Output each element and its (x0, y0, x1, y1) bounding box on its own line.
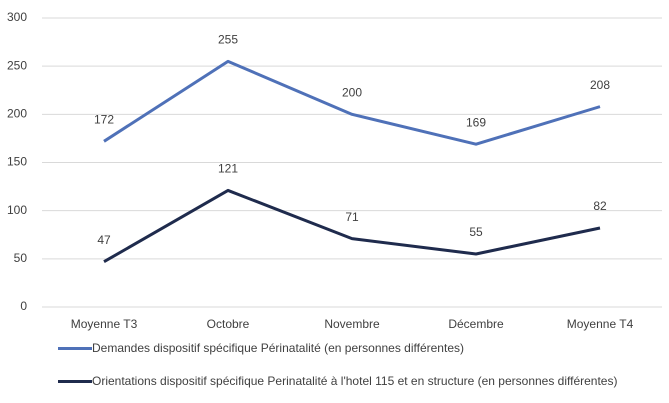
y-tick-label: 250 (7, 58, 27, 72)
x-tick-label: Novembre (324, 317, 380, 331)
x-tick-label: Décembre (448, 317, 504, 331)
x-tick-label: Moyenne T4 (567, 317, 634, 331)
y-tick-label: 50 (14, 251, 28, 265)
data-label: 172 (94, 112, 114, 126)
legend-label: Orientations dispositif spécifique Perin… (92, 374, 618, 388)
data-label: 200 (342, 86, 362, 100)
data-label: 71 (345, 210, 359, 224)
data-label: 82 (593, 199, 607, 213)
legend-entry: Orientations dispositif spécifique Perin… (58, 373, 632, 389)
y-tick-label: 100 (7, 203, 27, 217)
legend-swatch (58, 347, 92, 350)
series-line (103, 188, 601, 264)
legend-entry: Demandes dispositif spécifique Périnatal… (58, 340, 632, 356)
data-label: 169 (466, 115, 486, 129)
legend-swatch (58, 380, 92, 383)
x-tick-label: Octobre (207, 317, 250, 331)
y-tick-label: 200 (7, 107, 27, 121)
y-tick-label: 300 (7, 10, 27, 24)
y-tick-label: 150 (7, 155, 27, 169)
y-tick-label: 0 (20, 299, 27, 313)
data-label: 255 (218, 33, 238, 47)
series-line (103, 59, 601, 146)
data-label: 121 (218, 162, 238, 176)
legend-label: Demandes dispositif spécifique Périnatal… (92, 341, 464, 355)
data-label: 47 (97, 233, 111, 247)
data-label: 208 (590, 78, 610, 92)
x-tick-label: Moyenne T3 (71, 317, 138, 331)
data-label: 55 (469, 225, 483, 239)
